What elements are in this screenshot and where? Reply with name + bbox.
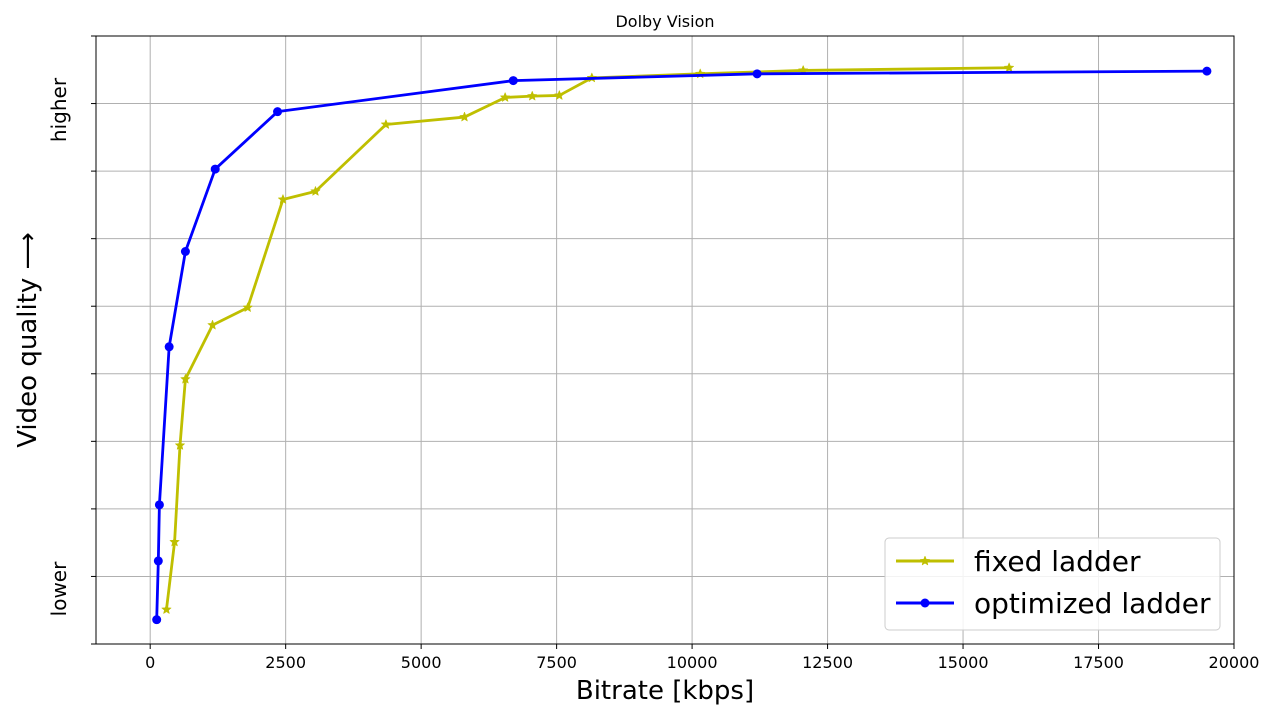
x-tick-label: 15000 [938,653,989,672]
x-tick-label: 17500 [1073,653,1124,672]
data-point-circle [152,615,162,625]
data-point-star [310,185,321,196]
data-point-star [242,301,254,313]
legend-label-fixed-ladder: fixed ladder [974,545,1141,578]
legend-entry-fixed-ladder: fixed ladder [896,545,1141,578]
series-line-optimized-ladder [155,69,1207,620]
x-tick-label: 0 [145,653,155,672]
data-point-star [169,536,180,547]
data-point-circle [273,107,283,117]
x-tick-label: 10000 [667,653,718,672]
y-low-label: lower [47,561,71,616]
legend-marker-circle [920,598,930,608]
data-point-circle [154,500,164,510]
legend-box [884,537,1221,631]
x-tick-label: 5000 [401,653,442,672]
series-layer [152,62,1212,625]
chart-title: Dolby Vision [615,12,714,31]
data-point-star [459,111,470,122]
x-tick-label: 12500 [802,653,853,672]
legend-entry-optimized-ladder: optimized ladder [896,587,1211,620]
data-point-circle [1202,66,1212,76]
data-point-circle [210,164,220,174]
data-point-star [526,90,538,101]
data-point-star [207,319,218,330]
y-axis-label: Video quality ⟶ [13,232,43,448]
data-point-circle [153,556,163,566]
data-point-circle [180,247,190,257]
plot-frame [95,35,1235,645]
data-point-star [1003,62,1015,73]
data-point-circle [508,76,518,86]
x-tick-label: 7500 [536,653,577,672]
data-point-star [277,193,289,205]
legend-circle-icon [920,598,930,608]
data-point-star [380,118,392,130]
data-point-star [553,89,565,101]
axis-ticks: 0 2500 5000 7500 10000 12500 15000 17500 20000 [91,35,1260,672]
data-point-star [161,603,172,615]
y-high-label: higher [47,77,71,142]
legend: fixed ladder optimized ladder [884,537,1221,631]
x-axis-label: Bitrate [kbps] [576,676,754,706]
data-point-star [174,439,186,450]
series-optimized-ladder [152,66,1212,625]
x-tick-label: 20000 [1209,653,1260,672]
data-point-circle [752,69,762,79]
legend-star-icon [919,555,931,566]
grid-lines [96,36,1234,644]
data-point-star [180,373,191,384]
legend-marker-star [919,555,931,566]
legend-label-optimized-ladder: optimized ladder [974,587,1211,620]
x-tick-label: 2500 [265,653,306,672]
data-point-star [499,91,511,103]
data-point-circle [164,342,174,352]
